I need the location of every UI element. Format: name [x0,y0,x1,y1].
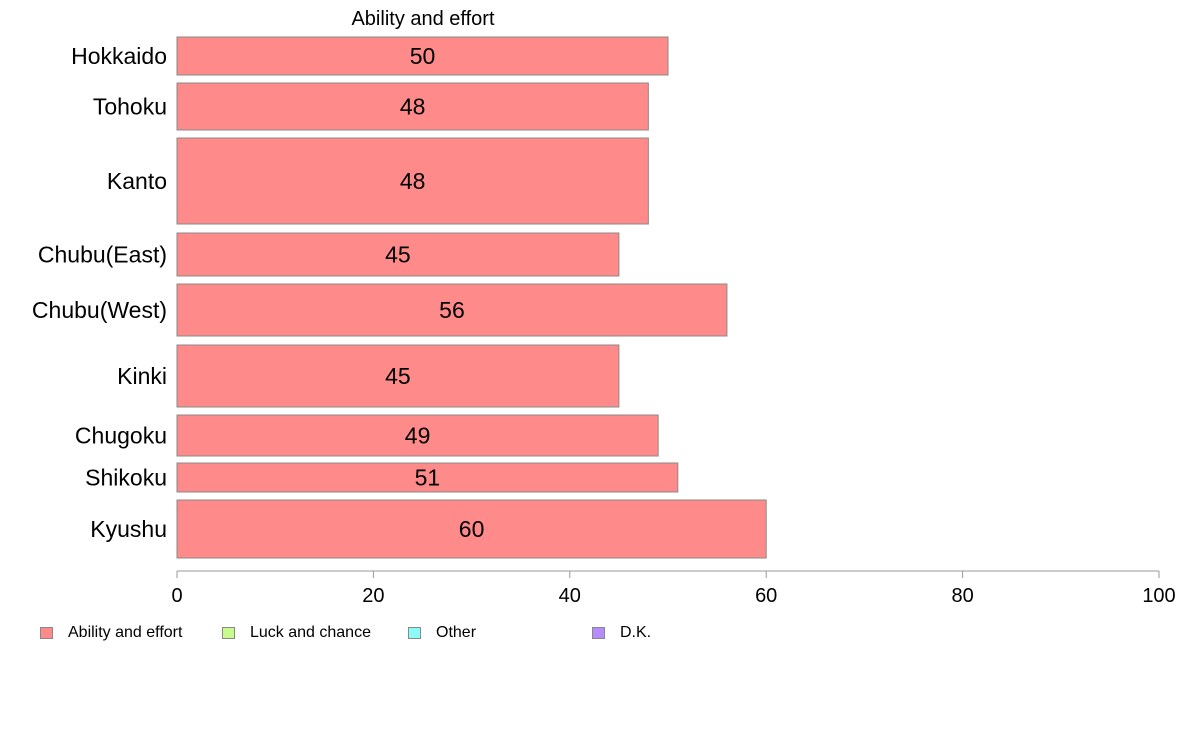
x-tick-label: 20 [362,585,384,607]
bar-chugoku [176,414,659,457]
legend-label: Other [436,624,477,641]
legend-item-luck-and-chance: Luck and chance [222,624,371,642]
legend-swatch [40,627,53,639]
bar-kinki [176,344,620,408]
data-label-kinki: 45 [385,363,411,389]
data-label-tohoku: 48 [400,94,426,120]
legend-item-dk: D.K. [592,624,651,642]
legend-swatch [592,627,605,639]
x-tick-label: 100 [1142,585,1175,607]
legend-item-ability-and-effort: Ability and effort [40,624,182,642]
x-axis: 0 20 40 60 80 100 [171,570,1176,607]
bar-chubu-east [176,232,620,277]
bar-tohoku [176,82,649,131]
legend-swatch [408,627,421,639]
category-label-hokkaido: Hokkaido [71,43,167,69]
data-label-kyushu: 60 [459,516,485,542]
bar-chubu-west [176,283,728,337]
legend: Ability and effort Luck and chance Other… [40,624,800,644]
bar-hokkaido [176,36,669,76]
data-label-chubu-west: 56 [439,297,465,323]
legend-item-other: Other [408,624,476,642]
category-label-kinki: Kinki [117,363,167,389]
x-tick-label: 40 [559,585,581,607]
legend-label: D.K. [620,624,652,641]
data-label-chugoku: 49 [405,423,431,449]
x-tick-label: 80 [951,585,973,607]
category-label-tohoku: Tohoku [93,94,167,120]
data-label-chubu-east: 45 [385,242,411,268]
category-label-shikoku: Shikoku [85,465,167,491]
x-tick-label: 60 [755,585,777,607]
bar-shikoku [176,462,679,493]
legend-label: Luck and chance [250,624,371,641]
data-label-hokkaido: 50 [410,43,436,69]
bar-kyushu [176,499,767,559]
category-label-chugoku: Chugoku [75,423,167,449]
data-label-kanto: 48 [400,168,426,194]
bar-kanto [176,137,649,225]
legend-label: Ability and effort [68,624,183,641]
category-label-chubu-west: Chubu(West) [32,297,167,323]
bars-layer: 50 Hokkaido 48 Tohoku 48 Kanto 45 Chubu(East) 56… [32,36,767,559]
category-label-chubu-east: Chubu(East) [38,242,167,268]
data-label-shikoku: 51 [415,465,441,491]
chart-title: Ability and effort [351,8,494,30]
x-tick-label: 0 [171,585,182,607]
category-label-kyushu: Kyushu [90,516,167,542]
category-label-kanto: Kanto [107,168,167,194]
legend-swatch [222,627,235,639]
